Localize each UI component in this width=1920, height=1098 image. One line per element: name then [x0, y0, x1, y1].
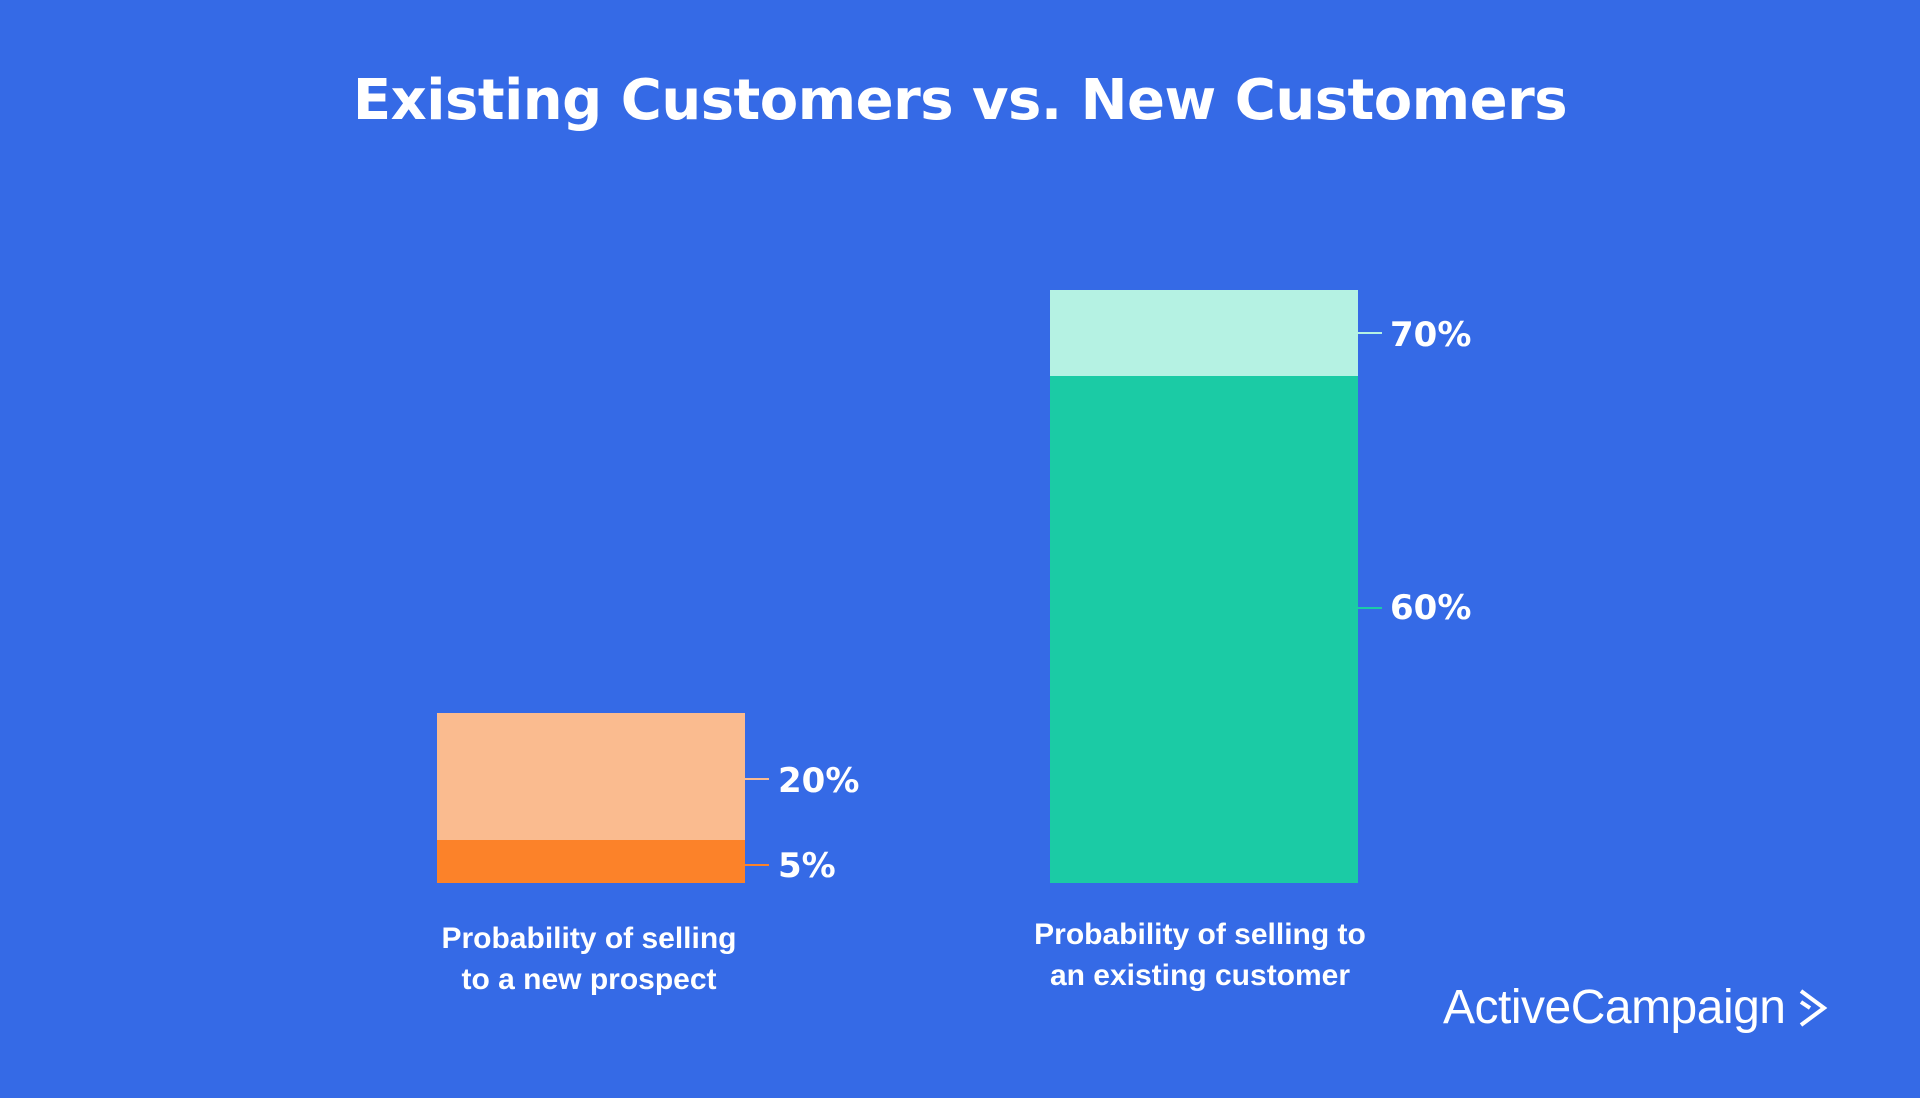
chart-title: Existing Customers vs. New Customers	[352, 68, 1568, 133]
category-line: Probability of selling	[441, 922, 737, 955]
label-60: 60%	[1390, 588, 1472, 628]
bar-new-prospect-upper-20	[437, 713, 745, 840]
label-20: 20%	[778, 761, 860, 801]
category-line: to a new prospect	[461, 963, 717, 996]
category-label-existing-customer: Probability of selling to an existing cu…	[990, 914, 1410, 996]
bar-new-prospect-lower-5	[437, 840, 745, 883]
bar-existing-customer-lower-60	[1050, 376, 1358, 883]
logo-text: ActiveCampaign	[1443, 981, 1786, 1034]
tick-70	[1358, 332, 1382, 334]
label-70: 70%	[1390, 315, 1472, 355]
category-line: an existing customer	[1049, 959, 1351, 992]
label-5: 5%	[778, 846, 836, 886]
bar-existing-customer-upper-70	[1050, 290, 1358, 376]
category-line: Probability of selling to	[1034, 918, 1366, 951]
chevron-right-icon	[1799, 988, 1827, 1027]
tick-5	[745, 864, 769, 866]
activecampaign-logo: ActiveCampaign	[1443, 980, 1828, 1035]
tick-60	[1358, 607, 1382, 609]
category-label-new-prospect: Probability of selling to a new prospect	[379, 918, 799, 1000]
tick-20	[745, 778, 769, 780]
